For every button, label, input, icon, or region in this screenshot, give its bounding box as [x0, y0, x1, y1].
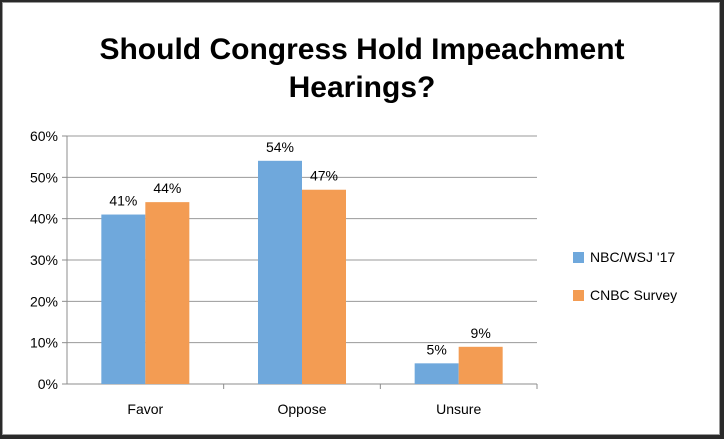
- bar-favor-series-0: [101, 214, 146, 384]
- data-label-favor-series-1: 44%: [153, 180, 181, 196]
- y-tick-label-20: 20%: [30, 293, 58, 309]
- x-tick-label-oppose: Oppose: [277, 401, 326, 417]
- data-label-unsure-series-0: 5%: [427, 341, 447, 357]
- legend-swatch-cnbc: [573, 289, 584, 301]
- data-label-oppose-series-0: 54%: [266, 139, 294, 155]
- chart-title-line-2: Hearings?: [288, 71, 436, 104]
- y-tick-label-50: 50%: [30, 169, 58, 185]
- data-label-favor-series-0: 41%: [109, 193, 137, 209]
- y-tick-label-30: 30%: [30, 252, 58, 268]
- legend-label-nbc-wsj: NBC/WSJ '17: [590, 249, 676, 265]
- legend: NBC/WSJ '17 CNBC Survey: [573, 247, 677, 323]
- chart-frame: Should Congress Hold Impeachment Hearing…: [2, 2, 720, 435]
- data-label-oppose-series-1: 47%: [310, 168, 338, 184]
- x-tick-label-unsure: Unsure: [436, 401, 481, 417]
- bar-oppose-series-0: [258, 160, 302, 384]
- y-tick-label-0: 0%: [38, 376, 58, 392]
- bar-oppose-series-1: [302, 189, 346, 384]
- y-tick-label-60: 60%: [30, 128, 58, 144]
- bar-unsure-series-1: [458, 346, 503, 384]
- y-tick-label-10: 10%: [30, 335, 58, 351]
- legend-label-cnbc: CNBC Survey: [590, 287, 678, 303]
- bar-favor-series-1: [145, 202, 190, 384]
- chart-title: Should Congress Hold Impeachment Hearing…: [3, 31, 721, 107]
- legend-item-nbc-wsj: NBC/WSJ '17: [573, 247, 677, 267]
- y-tick-label-40: 40%: [30, 211, 58, 227]
- legend-swatch-nbc-wsj: [573, 251, 584, 263]
- bar-unsure-series-0: [414, 363, 459, 384]
- chart-title-line-1: Should Congress Hold Impeachment: [99, 33, 625, 66]
- x-tick-label-favor: Favor: [127, 401, 163, 417]
- data-label-unsure-series-1: 9%: [471, 325, 491, 341]
- bar-chart-plot: 0% 10% 20% 30% 40% 50% 60% 41% 44% Favor 54% 47% Opp…: [30, 128, 538, 417]
- legend-item-cnbc: CNBC Survey: [573, 285, 677, 305]
